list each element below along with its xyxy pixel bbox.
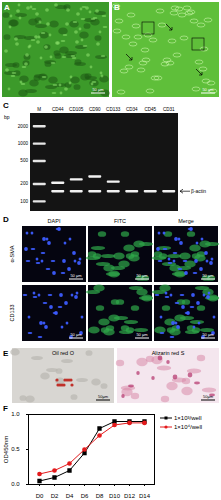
svg-text:CD90: CD90	[89, 107, 101, 112]
svg-text:OD450nm: OD450nm	[3, 436, 9, 463]
svg-text:50 μm: 50 μm	[202, 87, 214, 92]
svg-text:D2: D2	[51, 493, 59, 499]
svg-text:B: B	[114, 3, 120, 12]
svg-text:CD31: CD31	[163, 107, 175, 112]
html-text:F: F	[3, 404, 8, 413]
svg-text:D10: D10	[109, 493, 121, 499]
svg-text:D14: D14	[139, 493, 151, 499]
svg-text:D0: D0	[36, 493, 44, 499]
svg-text:D6: D6	[81, 493, 89, 499]
svg-text:1.0: 1.0	[11, 411, 20, 417]
svg-text:Alizarin red S: Alizarin red S	[152, 350, 185, 356]
svg-text:M: M	[37, 107, 41, 112]
svg-text:1000: 1000	[18, 141, 29, 146]
svg-text:D4: D4	[66, 493, 74, 499]
svg-text:50 μm: 50 μm	[70, 332, 82, 337]
svg-text:50 μm: 50 μm	[202, 332, 214, 337]
svg-text:DAPI: DAPI	[48, 218, 61, 224]
svg-text:β-actin: β-actin	[191, 188, 206, 194]
svg-text:50 μm: 50 μm	[92, 87, 104, 92]
svg-text:50 μm: 50 μm	[202, 273, 214, 278]
html-text:1×10⁴/well: 1×10⁴/well	[174, 424, 203, 430]
svg-text:A: A	[4, 3, 10, 12]
svg-text:CD105: CD105	[69, 107, 84, 112]
svg-text:CD34: CD34	[126, 107, 138, 112]
svg-text:FITC: FITC	[114, 218, 126, 224]
html-text:1×10³/well: 1×10³/well	[174, 415, 202, 421]
svg-text:50 μm: 50 μm	[70, 273, 82, 278]
svg-text:200: 200	[20, 181, 28, 186]
svg-text:D: D	[3, 215, 9, 224]
svg-text:50μm: 50μm	[98, 394, 109, 399]
svg-text:100: 100	[20, 199, 28, 204]
svg-text:α-SMA: α-SMA	[9, 245, 15, 262]
svg-text:CD44: CD44	[52, 107, 64, 112]
svg-text:CD133: CD133	[106, 107, 121, 112]
svg-text:CD45: CD45	[144, 107, 156, 112]
svg-text:bp: bp	[4, 114, 10, 120]
svg-text:C: C	[3, 101, 9, 110]
svg-text:500: 500	[20, 158, 28, 163]
svg-text:D8: D8	[96, 493, 104, 499]
svg-text:50 μm: 50 μm	[136, 332, 148, 337]
svg-text:Oil red O: Oil red O	[52, 350, 75, 356]
svg-text:0.0: 0.0	[11, 481, 20, 487]
svg-text:50 μm: 50 μm	[136, 273, 148, 278]
svg-text:Merge: Merge	[178, 218, 194, 224]
svg-text:D12: D12	[124, 493, 136, 499]
svg-text:50μm: 50μm	[203, 394, 214, 399]
svg-text:CD133: CD133	[9, 304, 15, 321]
svg-text:0.5: 0.5	[11, 446, 20, 452]
svg-text:E: E	[3, 349, 9, 358]
svg-text:2000: 2000	[18, 124, 29, 129]
